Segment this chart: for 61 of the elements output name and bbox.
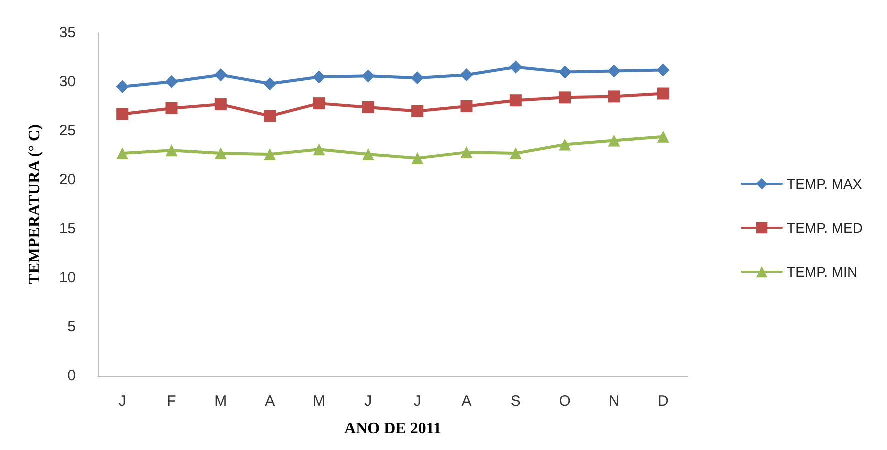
point bbox=[362, 101, 374, 114]
point bbox=[559, 92, 572, 104]
point bbox=[608, 134, 620, 147]
point bbox=[460, 100, 473, 112]
y-tick-label: 25 bbox=[59, 122, 76, 140]
y-axis-title: TEMPERATURA (° C) bbox=[26, 124, 44, 284]
x-tick-label: M bbox=[214, 393, 228, 410]
point bbox=[264, 148, 276, 161]
point bbox=[412, 105, 424, 118]
point bbox=[412, 152, 424, 164]
y-tick-label: 0 bbox=[68, 368, 76, 384]
x-tick-label: J bbox=[364, 393, 372, 410]
point bbox=[214, 148, 227, 160]
point bbox=[656, 64, 670, 77]
point bbox=[657, 88, 670, 100]
point bbox=[362, 148, 374, 161]
y-tick-label: 30 bbox=[59, 74, 76, 90]
x-tick-label: A bbox=[462, 393, 472, 410]
x-tick-label: J bbox=[118, 393, 126, 410]
point bbox=[313, 144, 326, 156]
point bbox=[608, 90, 620, 103]
x-tick-label: M bbox=[313, 393, 326, 410]
x-tick-label: O bbox=[559, 393, 571, 410]
point bbox=[166, 102, 178, 114]
point bbox=[116, 148, 129, 160]
point bbox=[116, 80, 130, 94]
point bbox=[312, 70, 326, 84]
x-tick-label: J bbox=[414, 393, 422, 410]
point bbox=[166, 144, 178, 157]
point bbox=[362, 70, 375, 83]
point bbox=[313, 98, 326, 110]
point bbox=[509, 60, 522, 74]
point bbox=[657, 130, 670, 143]
x-tick-label: D bbox=[658, 393, 669, 410]
point bbox=[411, 72, 424, 85]
y-tick-label: 20 bbox=[59, 172, 76, 188]
x-tick-label: A bbox=[265, 393, 276, 410]
point bbox=[264, 77, 277, 90]
legend-label: TEMP. MED bbox=[787, 220, 864, 236]
point bbox=[558, 66, 572, 79]
point bbox=[510, 148, 522, 160]
x-tick-label: N bbox=[608, 393, 620, 410]
y-tick-label: 35 bbox=[59, 24, 76, 42]
point bbox=[559, 138, 572, 151]
point bbox=[264, 110, 276, 122]
point bbox=[214, 68, 228, 82]
point bbox=[608, 64, 621, 78]
y-tick-label: 10 bbox=[59, 270, 76, 286]
y-tick-label: 5 bbox=[68, 318, 76, 336]
x-tick-label: S bbox=[510, 393, 521, 410]
x-axis-title: ANO DE 2011 bbox=[344, 420, 442, 438]
point bbox=[165, 76, 178, 88]
y-tick-label: 15 bbox=[59, 220, 76, 238]
x-tick-label: F bbox=[167, 393, 176, 410]
point bbox=[510, 94, 522, 107]
point bbox=[214, 98, 227, 111]
point bbox=[460, 146, 473, 159]
point bbox=[460, 68, 474, 82]
point bbox=[116, 108, 129, 120]
legend-label: TEMP. MIN bbox=[787, 264, 858, 280]
legend-label: TEMP. MAX bbox=[787, 176, 863, 192]
